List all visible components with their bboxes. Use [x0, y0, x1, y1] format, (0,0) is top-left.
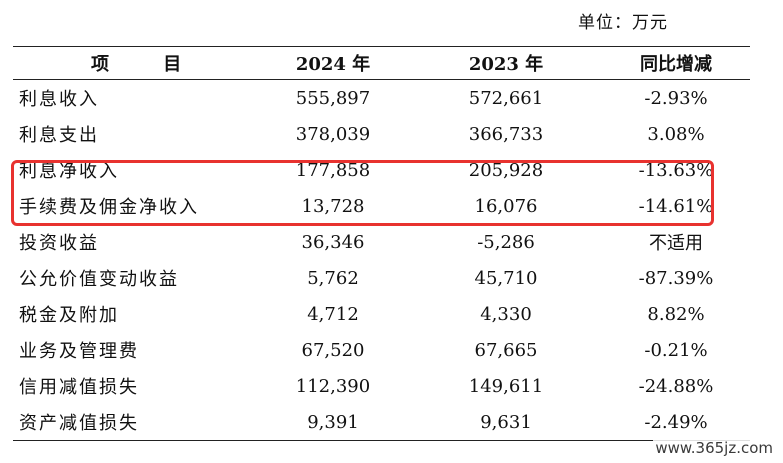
row-2024: 5,762	[307, 267, 359, 289]
header-yoy: 同比增减	[640, 54, 712, 75]
row-2023: 149,611	[468, 375, 544, 397]
row-item: 利息净收入	[19, 161, 119, 182]
table-row: 公允价值变动收益 5,762 45,710 -87.39%	[13, 260, 750, 296]
row-2024: 112,390	[295, 375, 371, 397]
row-yoy: -87.39%	[638, 267, 714, 289]
row-2023: -5,286	[477, 231, 535, 253]
table-row: 利息收入 555,897 572,661 -2.93%	[13, 80, 750, 116]
table-row: 业务及管理费 67,520 67,665 -0.21%	[13, 332, 750, 368]
row-2024: 67,520	[301, 339, 365, 361]
row-item: 投资收益	[19, 233, 99, 254]
row-item: 公允价值变动收益	[19, 269, 179, 290]
row-item: 税金及附加	[19, 305, 119, 326]
row-2024: 9,391	[307, 411, 359, 433]
table-row: 利息支出 378,039 366,733 3.08%	[13, 116, 750, 152]
row-2024: 4,712	[307, 303, 359, 325]
table-row: 信用减值损失 112,390 149,611 -24.88%	[13, 368, 750, 404]
row-item: 资产减值损失	[19, 413, 139, 434]
header-item: 项 目	[91, 54, 206, 75]
row-2023: 205,928	[468, 159, 544, 181]
table-row: 税金及附加 4,712 4,330 8.82%	[13, 296, 750, 332]
row-2023: 4,330	[480, 303, 532, 325]
row-2023: 16,076	[474, 195, 538, 217]
table-row: 利息净收入 177,858 205,928 -13.63%	[13, 152, 750, 188]
row-2023: 572,661	[468, 87, 544, 109]
row-2024: 378,039	[295, 123, 371, 145]
row-yoy: -2.49%	[644, 411, 708, 433]
table-header-row: 项 目 2024 年 2023 年 同比增减	[13, 47, 750, 80]
row-2023: 9,631	[480, 411, 532, 433]
row-2024: 36,346	[301, 231, 365, 253]
row-yoy: -2.93%	[644, 87, 708, 109]
row-yoy: 8.82%	[647, 303, 705, 325]
row-2024: 13,728	[301, 195, 365, 217]
financial-table: 项 目 2024 年 2023 年 同比增减 利息收入 555,897 572,…	[13, 46, 750, 441]
row-item: 利息收入	[19, 89, 99, 110]
row-yoy: 3.08%	[647, 123, 705, 145]
watermark: www.365jz.com	[653, 439, 775, 457]
row-yoy: -24.88%	[638, 375, 714, 397]
row-item: 信用减值损失	[19, 377, 139, 398]
row-yoy: -13.63%	[638, 159, 714, 181]
header-2024: 2024 年	[295, 54, 371, 75]
table-row: 手续费及佣金净收入 13,728 16,076 -14.61%	[13, 188, 750, 224]
table-row: 资产减值损失 9,391 9,631 -2.49%	[13, 404, 750, 441]
row-2023: 366,733	[468, 123, 544, 145]
table-row: 投资收益 36,346 -5,286 不适用	[13, 224, 750, 260]
row-item: 手续费及佣金净收入	[19, 197, 199, 218]
row-2024: 555,897	[295, 87, 371, 109]
row-2023: 45,710	[474, 267, 538, 289]
row-item: 业务及管理费	[19, 341, 139, 362]
row-yoy: -0.21%	[644, 339, 708, 361]
row-yoy: -14.61%	[638, 195, 714, 217]
row-2024: 177,858	[295, 159, 371, 181]
unit-label: 单位：万元	[578, 13, 668, 33]
row-yoy: 不适用	[649, 233, 703, 254]
header-2023: 2023 年	[468, 54, 544, 75]
row-2023: 67,665	[474, 339, 538, 361]
row-item: 利息支出	[19, 125, 99, 146]
